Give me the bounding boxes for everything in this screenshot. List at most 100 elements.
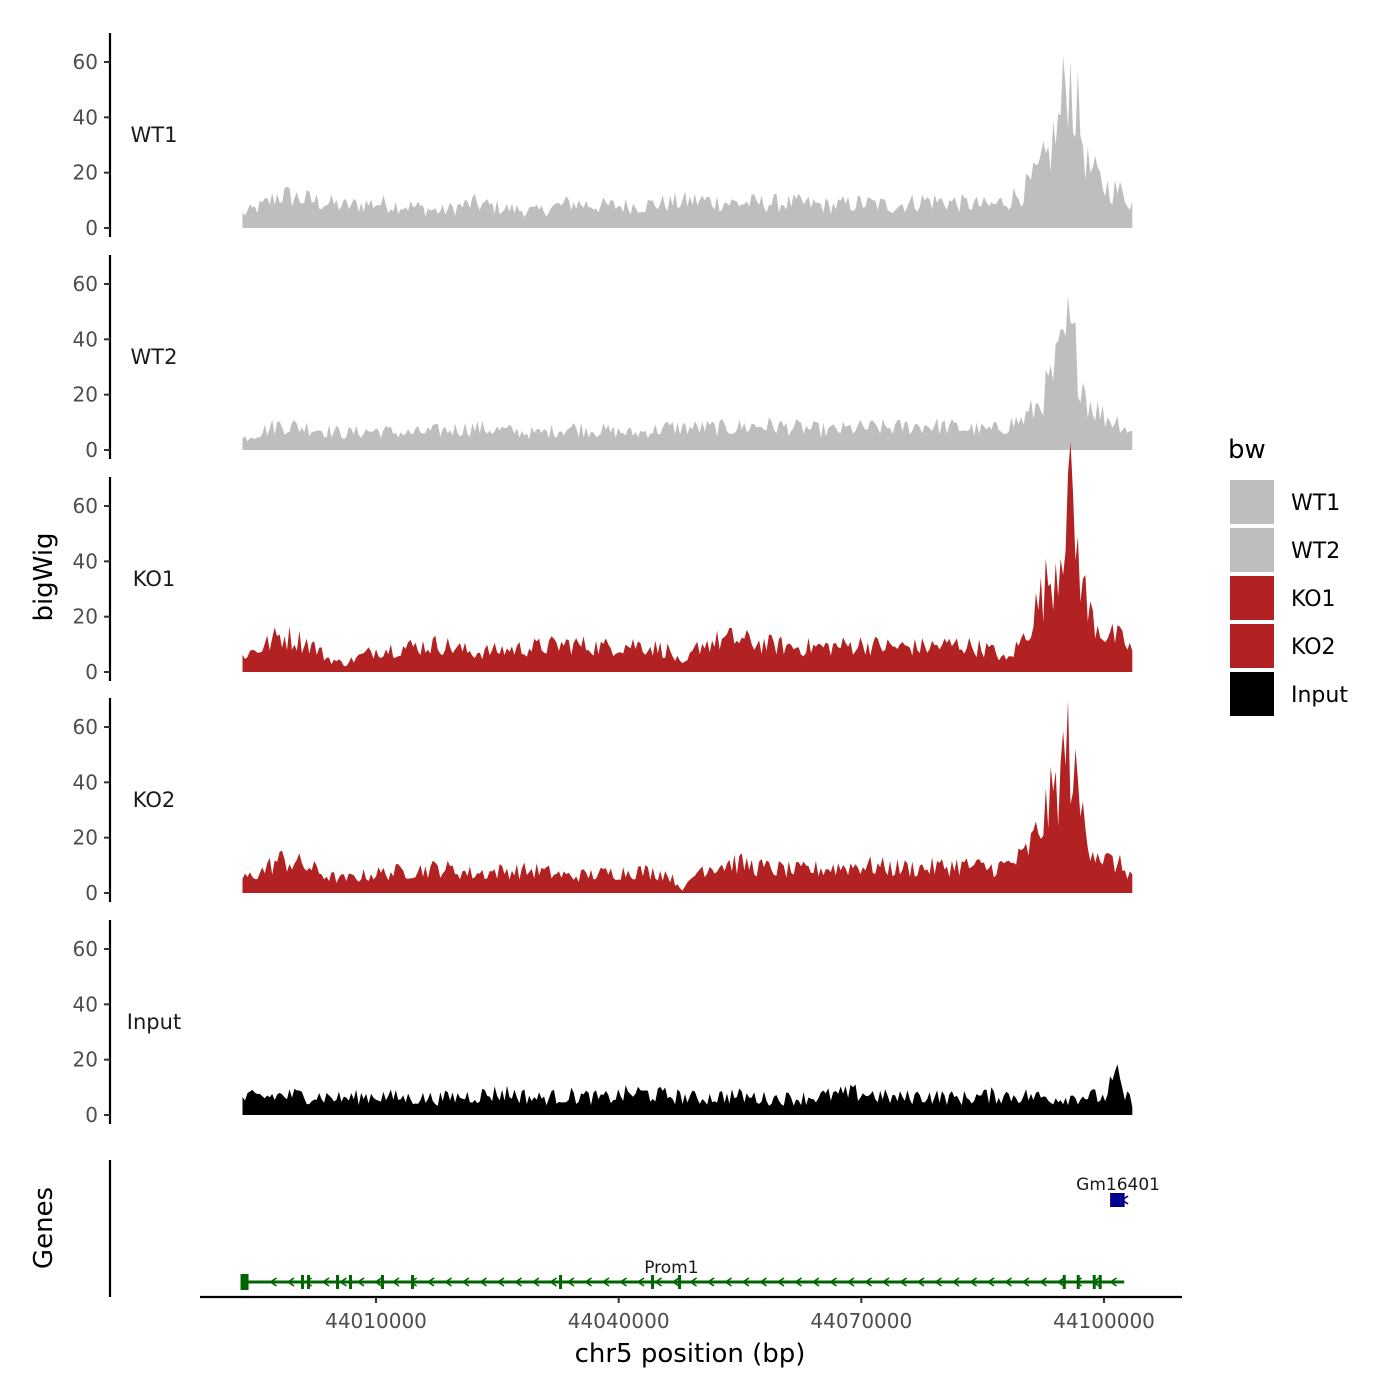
track-label-wt2: WT2 (131, 345, 178, 369)
coverage-area-wt1 (242, 56, 1133, 228)
strand-arrow (1056, 1277, 1065, 1287)
strand-arrow (479, 1277, 487, 1287)
gene-exon (301, 1275, 305, 1289)
strand-arrow (549, 1277, 557, 1287)
gene-exon (240, 1274, 249, 1290)
strand-arrow (321, 1277, 330, 1287)
strand-arrow (706, 1277, 715, 1287)
track-label-input: Input (127, 1010, 181, 1034)
gene-label-prom1: Prom1 (644, 1258, 698, 1278)
gene-prom1: Prom1 (240, 1258, 1125, 1290)
strand-arrow (514, 1277, 522, 1287)
x-tick-label: 44070000 (810, 1309, 912, 1333)
legend-label: WT2 (1291, 539, 1340, 564)
strand-arrow (584, 1277, 592, 1287)
strand-arrow (1039, 1277, 1047, 1287)
gene-exon (1110, 1193, 1125, 1207)
strand-arrow (636, 1277, 645, 1287)
gene-exon (1098, 1275, 1102, 1289)
strand-arrow (881, 1277, 890, 1287)
legend-item-wt2: WT2 (1230, 528, 1340, 572)
y-tick-label: 60 (73, 50, 98, 74)
legend-label: Input (1291, 683, 1348, 708)
strand-arrow (601, 1277, 610, 1287)
strand-arrow (934, 1277, 942, 1287)
gene-exon (559, 1275, 563, 1289)
strand-arrow (951, 1277, 960, 1287)
y-tick-label: 40 (73, 327, 98, 351)
track-input: 0 20 40 60 Input (73, 920, 1133, 1127)
y-tick-label: 20 (73, 383, 98, 407)
strand-arrow (724, 1277, 732, 1287)
strand-arrow (496, 1277, 505, 1287)
legend-swatch (1230, 672, 1274, 716)
strand-arrow (339, 1277, 347, 1287)
gene-track: Prom1 Gm16401 (108, 1160, 1160, 1297)
y-tick-label: 40 (73, 770, 98, 794)
y-tick-label: 20 (73, 605, 98, 629)
legend-title: bw (1228, 435, 1266, 465)
y-axis-title-bigwig: bigWig (29, 532, 59, 621)
strand-arrow (304, 1277, 312, 1287)
legend-item-ko1: KO1 (1230, 576, 1336, 620)
strand-arrow (671, 1277, 680, 1287)
strand-arrow (741, 1277, 750, 1287)
legend-item-wt1: WT1 (1230, 480, 1340, 524)
y-tick-label: 0 (85, 438, 98, 462)
legend: WT1 WT2 KO1 KO2 Input (1230, 480, 1348, 716)
y-tick-label: 20 (73, 161, 98, 185)
strand-arrow (899, 1277, 907, 1287)
track-ko2: 0 20 40 60 KO2 (73, 698, 1133, 905)
strand-arrow (1091, 1277, 1100, 1287)
legend-swatch (1230, 528, 1274, 572)
gene-exon (411, 1275, 415, 1289)
gene-label-gm16401: Gm16401 (1076, 1175, 1160, 1195)
y-tick-label: 40 (73, 105, 98, 129)
strand-arrow (986, 1277, 995, 1287)
coverage-tracks: 0 20 40 60 WT1 0 20 40 60 WT2 0 20 40 60 KO1 0 20 40 60 KO2… (73, 33, 1133, 1127)
x-axis: 44010000 44040000 44070000 44100000 (200, 1295, 1182, 1333)
strand-arrow (759, 1277, 767, 1287)
gene-gm16401: Gm16401 (1076, 1175, 1160, 1207)
y-tick-label: 40 (73, 549, 98, 573)
strand-arrow (461, 1277, 470, 1287)
y-tick-label: 40 (73, 992, 98, 1016)
y-tick-label: 60 (73, 715, 98, 739)
strand-arrow (864, 1277, 872, 1287)
coverage-area-ko1 (242, 441, 1133, 672)
strand-arrow (1109, 1277, 1117, 1287)
coverage-area-wt2 (242, 295, 1133, 450)
gene-exon (381, 1275, 385, 1289)
strand-arrow (794, 1277, 802, 1287)
legend-label: KO2 (1291, 635, 1336, 660)
track-wt1: 0 20 40 60 WT1 (73, 33, 1133, 240)
y-tick-label: 60 (73, 272, 98, 296)
track-label-ko2: KO2 (133, 788, 176, 812)
legend-swatch (1230, 624, 1274, 668)
strand-arrow (654, 1277, 662, 1287)
strand-arrow (286, 1277, 295, 1287)
strand-arrow (1004, 1277, 1012, 1287)
strand-arrow (689, 1277, 697, 1287)
y-axis-title-genes: Genes (29, 1187, 59, 1269)
strand-arrow (969, 1277, 977, 1287)
legend-swatch (1230, 480, 1274, 524)
legend-label: WT1 (1291, 491, 1340, 516)
strand-arrow (426, 1277, 435, 1287)
y-tick-label: 20 (73, 826, 98, 850)
strand-arrow (269, 1277, 277, 1287)
strand-arrow (829, 1277, 837, 1287)
gene-exon (307, 1275, 311, 1289)
y-tick-label: 60 (73, 494, 98, 518)
strand-arrow (1120, 1195, 1129, 1205)
x-tick-label: 44100000 (1053, 1309, 1155, 1333)
gene-exon (349, 1275, 353, 1289)
gene-exon (1076, 1275, 1080, 1289)
y-tick-label: 0 (85, 216, 98, 240)
strand-arrow (566, 1277, 575, 1287)
strand-arrow (356, 1277, 365, 1287)
track-label-ko1: KO1 (133, 567, 176, 591)
x-tick-label: 44040000 (568, 1309, 670, 1333)
y-tick-label: 0 (85, 881, 98, 905)
